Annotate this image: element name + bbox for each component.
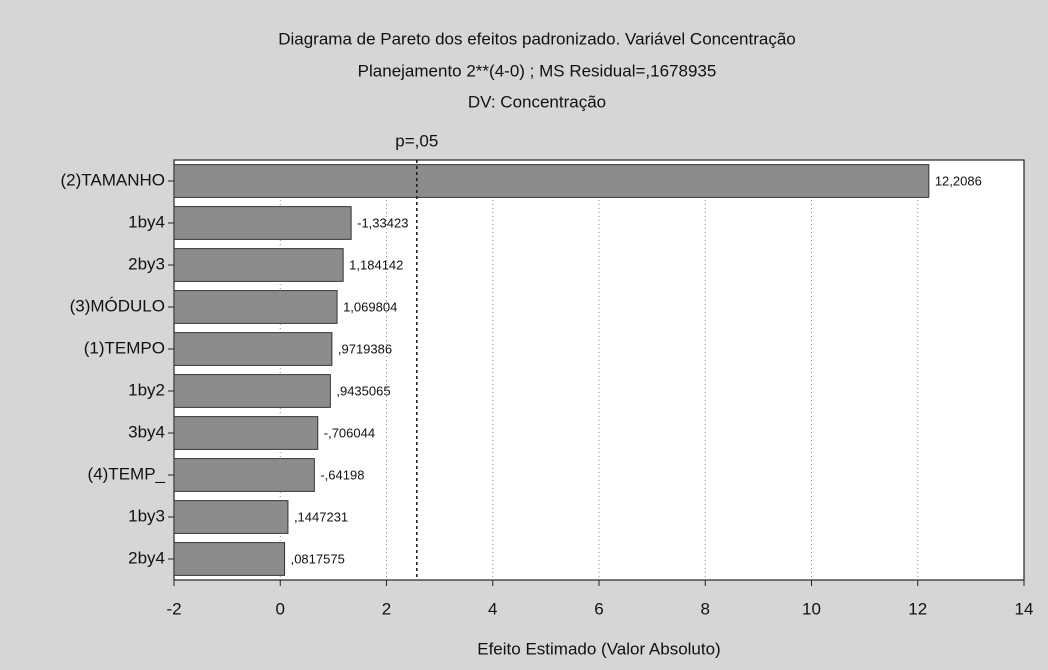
- value-label: ,1447231: [294, 509, 348, 524]
- value-label: -1,33423: [357, 215, 408, 230]
- value-label: 1,069804: [343, 299, 397, 314]
- y-tick-label: 1by2: [128, 380, 165, 399]
- x-tick-label: 6: [594, 599, 603, 618]
- y-tick-label: (2)TAMANHO: [60, 170, 165, 189]
- x-tick-label: 8: [701, 599, 710, 618]
- x-tick-label: 0: [276, 599, 285, 618]
- x-axis-title: Efeito Estimado (Valor Absoluto): [477, 639, 720, 658]
- x-tick-label: -2: [166, 599, 181, 618]
- value-label: ,0817575: [291, 551, 345, 566]
- chart-subtitle: Planejamento 2**(4-0) ; MS Residual=,167…: [358, 61, 717, 80]
- y-tick-label: 1by4: [128, 212, 165, 231]
- bar: [173, 416, 319, 450]
- value-label: -,64198: [320, 467, 364, 482]
- y-tick-label: 1by3: [128, 506, 165, 525]
- bar: [173, 542, 286, 576]
- value-label: ,9435065: [336, 383, 390, 398]
- value-label: 12,2086: [935, 173, 982, 188]
- bar: [173, 458, 315, 492]
- y-tick-label: 2by3: [128, 254, 165, 273]
- y-tick-label: 3by4: [128, 422, 165, 441]
- x-tick-label: 12: [908, 599, 927, 618]
- bar: [173, 164, 930, 198]
- bar: [173, 248, 344, 282]
- chart-subtitle: DV: Concentração: [468, 92, 606, 111]
- y-tick-label: (4)TEMP_: [88, 464, 166, 483]
- bar: [173, 500, 289, 534]
- x-tick-label: 14: [1015, 599, 1034, 618]
- x-tick-label: 10: [802, 599, 821, 618]
- y-tick-label: (3)MÓDULO: [70, 296, 165, 315]
- bar: [173, 290, 338, 324]
- y-tick-label: (1)TEMPO: [84, 338, 165, 357]
- value-label: 1,184142: [349, 257, 403, 272]
- bar: [173, 374, 331, 408]
- bar: [173, 332, 333, 366]
- value-label: -,706044: [324, 425, 375, 440]
- reference-label: p=,05: [395, 131, 438, 150]
- x-tick-label: 4: [488, 599, 497, 618]
- y-tick-label: 2by4: [128, 548, 165, 567]
- value-label: ,9719386: [338, 341, 392, 356]
- bar: [173, 206, 352, 240]
- chart-title: Diagrama de Pareto dos efeitos padroniza…: [278, 29, 796, 48]
- x-tick-label: 2: [382, 599, 391, 618]
